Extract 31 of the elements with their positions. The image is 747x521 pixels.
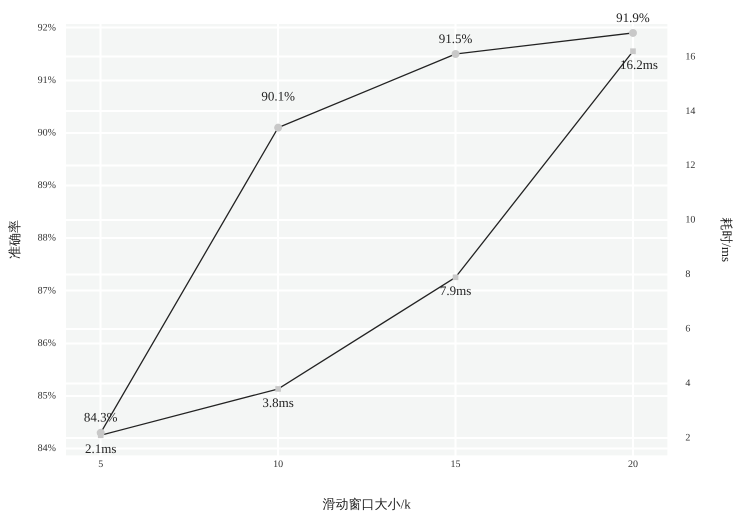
x-axis-title: 滑动窗口大小/k <box>322 496 412 512</box>
y2-axis-title: 耗时/ms <box>718 217 734 262</box>
y2-tick-label: 8 <box>685 269 690 280</box>
y2-tick-label: 16 <box>685 51 696 62</box>
data-label: 91.5% <box>438 30 473 46</box>
y-tick-label: 91% <box>38 74 56 86</box>
y2-tick-label: 12 <box>685 160 696 172</box>
y-axis-title: 准确率 <box>7 220 22 260</box>
x-tick-label: 5 <box>98 459 104 470</box>
y2-tick-label: 14 <box>685 106 696 117</box>
data-label: 90.1% <box>261 88 296 104</box>
data-label: 16.2ms <box>620 57 658 72</box>
data-label: 2.1ms <box>84 441 116 456</box>
y-tick-label: 92% <box>38 22 56 34</box>
y2-tick-label: 4 <box>685 378 690 390</box>
y-tick-label: 85% <box>38 390 56 402</box>
x-tick-label: 15 <box>450 459 461 470</box>
y2-tick-label: 10 <box>685 214 696 226</box>
y2-tick-label: 2 <box>685 432 690 444</box>
x-tick-label: 10 <box>273 459 284 470</box>
y2-tick-label: 6 <box>685 324 690 335</box>
data-label: 7.9ms <box>440 283 472 298</box>
y-tick-label: 87% <box>38 285 56 296</box>
data-label: 3.8ms <box>262 394 294 410</box>
y-tick-label: 86% <box>38 338 56 349</box>
data-label: 91.9% <box>616 10 650 25</box>
x-tick-label: 20 <box>628 459 638 470</box>
y-tick-label: 90% <box>38 128 56 139</box>
y-tick-label: 84% <box>38 443 56 454</box>
y-tick-label: 88% <box>38 232 56 244</box>
y-tick-label: 89% <box>38 180 56 192</box>
